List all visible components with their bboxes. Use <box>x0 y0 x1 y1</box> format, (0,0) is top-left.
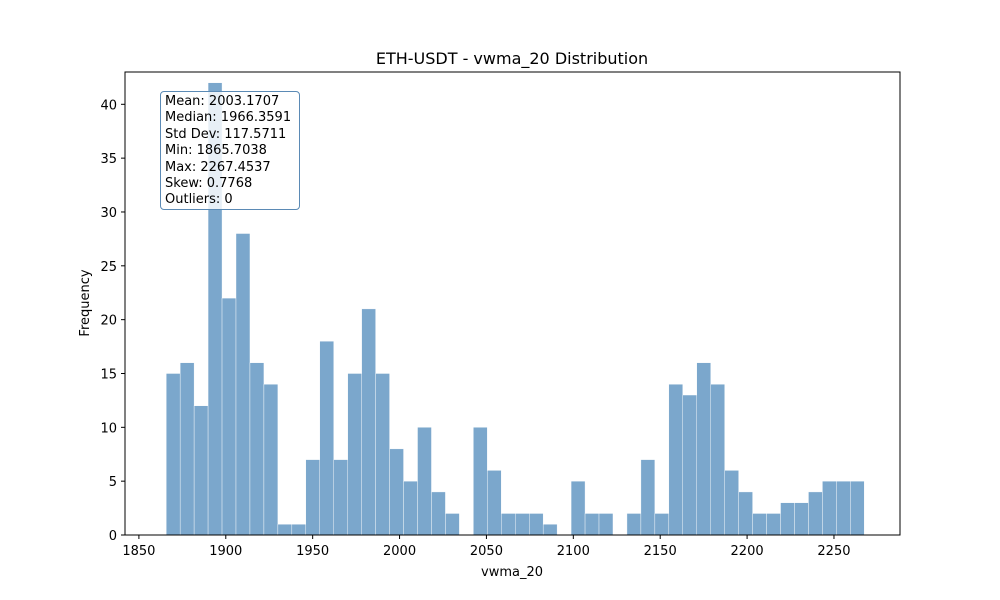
stats-mean: Mean: 2003.1707 <box>165 94 280 109</box>
histogram-bar <box>193 405 209 535</box>
chart-title: ETH-USDT - vwma_20 Distribution <box>376 49 648 69</box>
histogram-bar <box>724 470 739 535</box>
x-tick-label: 2250 <box>817 544 850 559</box>
y-tick-label: 30 <box>100 206 117 221</box>
histogram-bar <box>473 427 488 535</box>
histogram-bar <box>487 470 502 535</box>
plot-frame <box>124 71 901 536</box>
histogram-bar <box>808 491 823 535</box>
histogram-bar <box>696 362 711 535</box>
histogram-bar <box>249 362 265 535</box>
histogram-bar <box>780 502 795 535</box>
histogram-bar <box>165 373 181 535</box>
x-axis-label: vwma_20 <box>481 565 543 580</box>
histogram-bar <box>403 480 418 535</box>
x-axis-ticks: 1850 1900 1950 2000 2050 2100 2150 2200 2250 <box>122 535 851 559</box>
histogram-bar <box>389 448 404 535</box>
x-tick-label: 2000 <box>383 544 416 559</box>
x-tick-label: 1850 <box>122 544 155 559</box>
histogram-bar <box>347 373 362 535</box>
histogram-bar <box>291 524 307 535</box>
histogram-bar <box>431 491 446 535</box>
histogram-bar <box>501 513 516 535</box>
histogram-bar <box>515 513 530 535</box>
y-tick-label: 25 <box>100 260 117 275</box>
stats-skew: Skew: 0.7768 <box>165 176 253 192</box>
x-tick-label: 1950 <box>296 544 329 559</box>
histogram-bar <box>640 459 656 535</box>
histogram-bar <box>221 297 237 535</box>
histogram-bar <box>794 502 809 535</box>
histogram-bar <box>445 513 460 535</box>
stats-max: Max: 2267.4537 <box>165 159 271 175</box>
x-tick-label: 2100 <box>557 544 590 559</box>
histogram-bar <box>333 459 348 535</box>
histogram-bar <box>598 513 614 535</box>
x-tick-label: 2150 <box>644 544 677 559</box>
histogram-bar <box>738 491 753 535</box>
histogram-bar <box>305 459 320 535</box>
histogram-bar <box>584 513 600 535</box>
histogram-bar <box>263 384 279 535</box>
histogram-bar <box>822 480 837 535</box>
y-axis-ticks: 0 5 10 15 20 25 30 35 40 <box>100 98 125 544</box>
histogram-bar <box>375 373 390 535</box>
y-tick-label: 35 <box>100 152 117 167</box>
y-tick-label: 20 <box>100 314 117 329</box>
histogram-bar <box>570 480 586 535</box>
histogram-bar <box>752 513 767 535</box>
stats-std-dev: Std Dev: 117.5711 <box>165 126 287 142</box>
statistics-box: Mean: 2003.1707 Median: 1966.3591 Std De… <box>160 91 300 210</box>
x-tick-label: 2050 <box>470 544 503 559</box>
histogram-bar <box>417 427 432 535</box>
stats-min: Min: 1865.7038 <box>165 143 267 159</box>
histogram-bar <box>235 233 251 535</box>
stats-median: Median: 1966.3591 <box>165 110 292 126</box>
histogram-bar <box>682 394 697 535</box>
histogram-bar <box>626 513 642 535</box>
y-axis-label: Frequency <box>78 269 93 336</box>
histogram-bar <box>361 308 376 535</box>
histogram-bars <box>165 82 865 535</box>
y-tick-label: 40 <box>100 98 117 113</box>
y-tick-label: 0 <box>109 529 117 544</box>
histogram-bar <box>542 524 558 535</box>
histogram-bar <box>529 513 544 535</box>
stats-outliers: Outliers: 0 <box>165 192 233 208</box>
histogram-bar <box>668 384 683 535</box>
histogram-bar <box>850 480 865 535</box>
y-tick-label: 5 <box>109 475 117 490</box>
histogram-bar <box>654 513 670 535</box>
y-tick-label: 10 <box>100 421 117 436</box>
histogram-bar <box>277 524 293 535</box>
histogram-bar <box>710 384 725 535</box>
x-tick-label: 1900 <box>209 544 242 559</box>
histogram-bar <box>179 362 195 535</box>
y-tick-label: 15 <box>100 367 117 382</box>
histogram-bar <box>836 480 851 535</box>
histogram-bar <box>766 513 781 535</box>
x-tick-label: 2200 <box>731 544 764 559</box>
histogram-bar <box>319 340 334 535</box>
